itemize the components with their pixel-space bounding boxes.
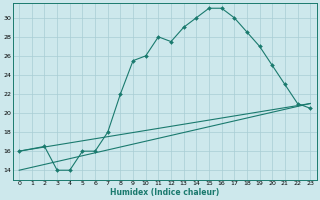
X-axis label: Humidex (Indice chaleur): Humidex (Indice chaleur) — [110, 188, 219, 197]
